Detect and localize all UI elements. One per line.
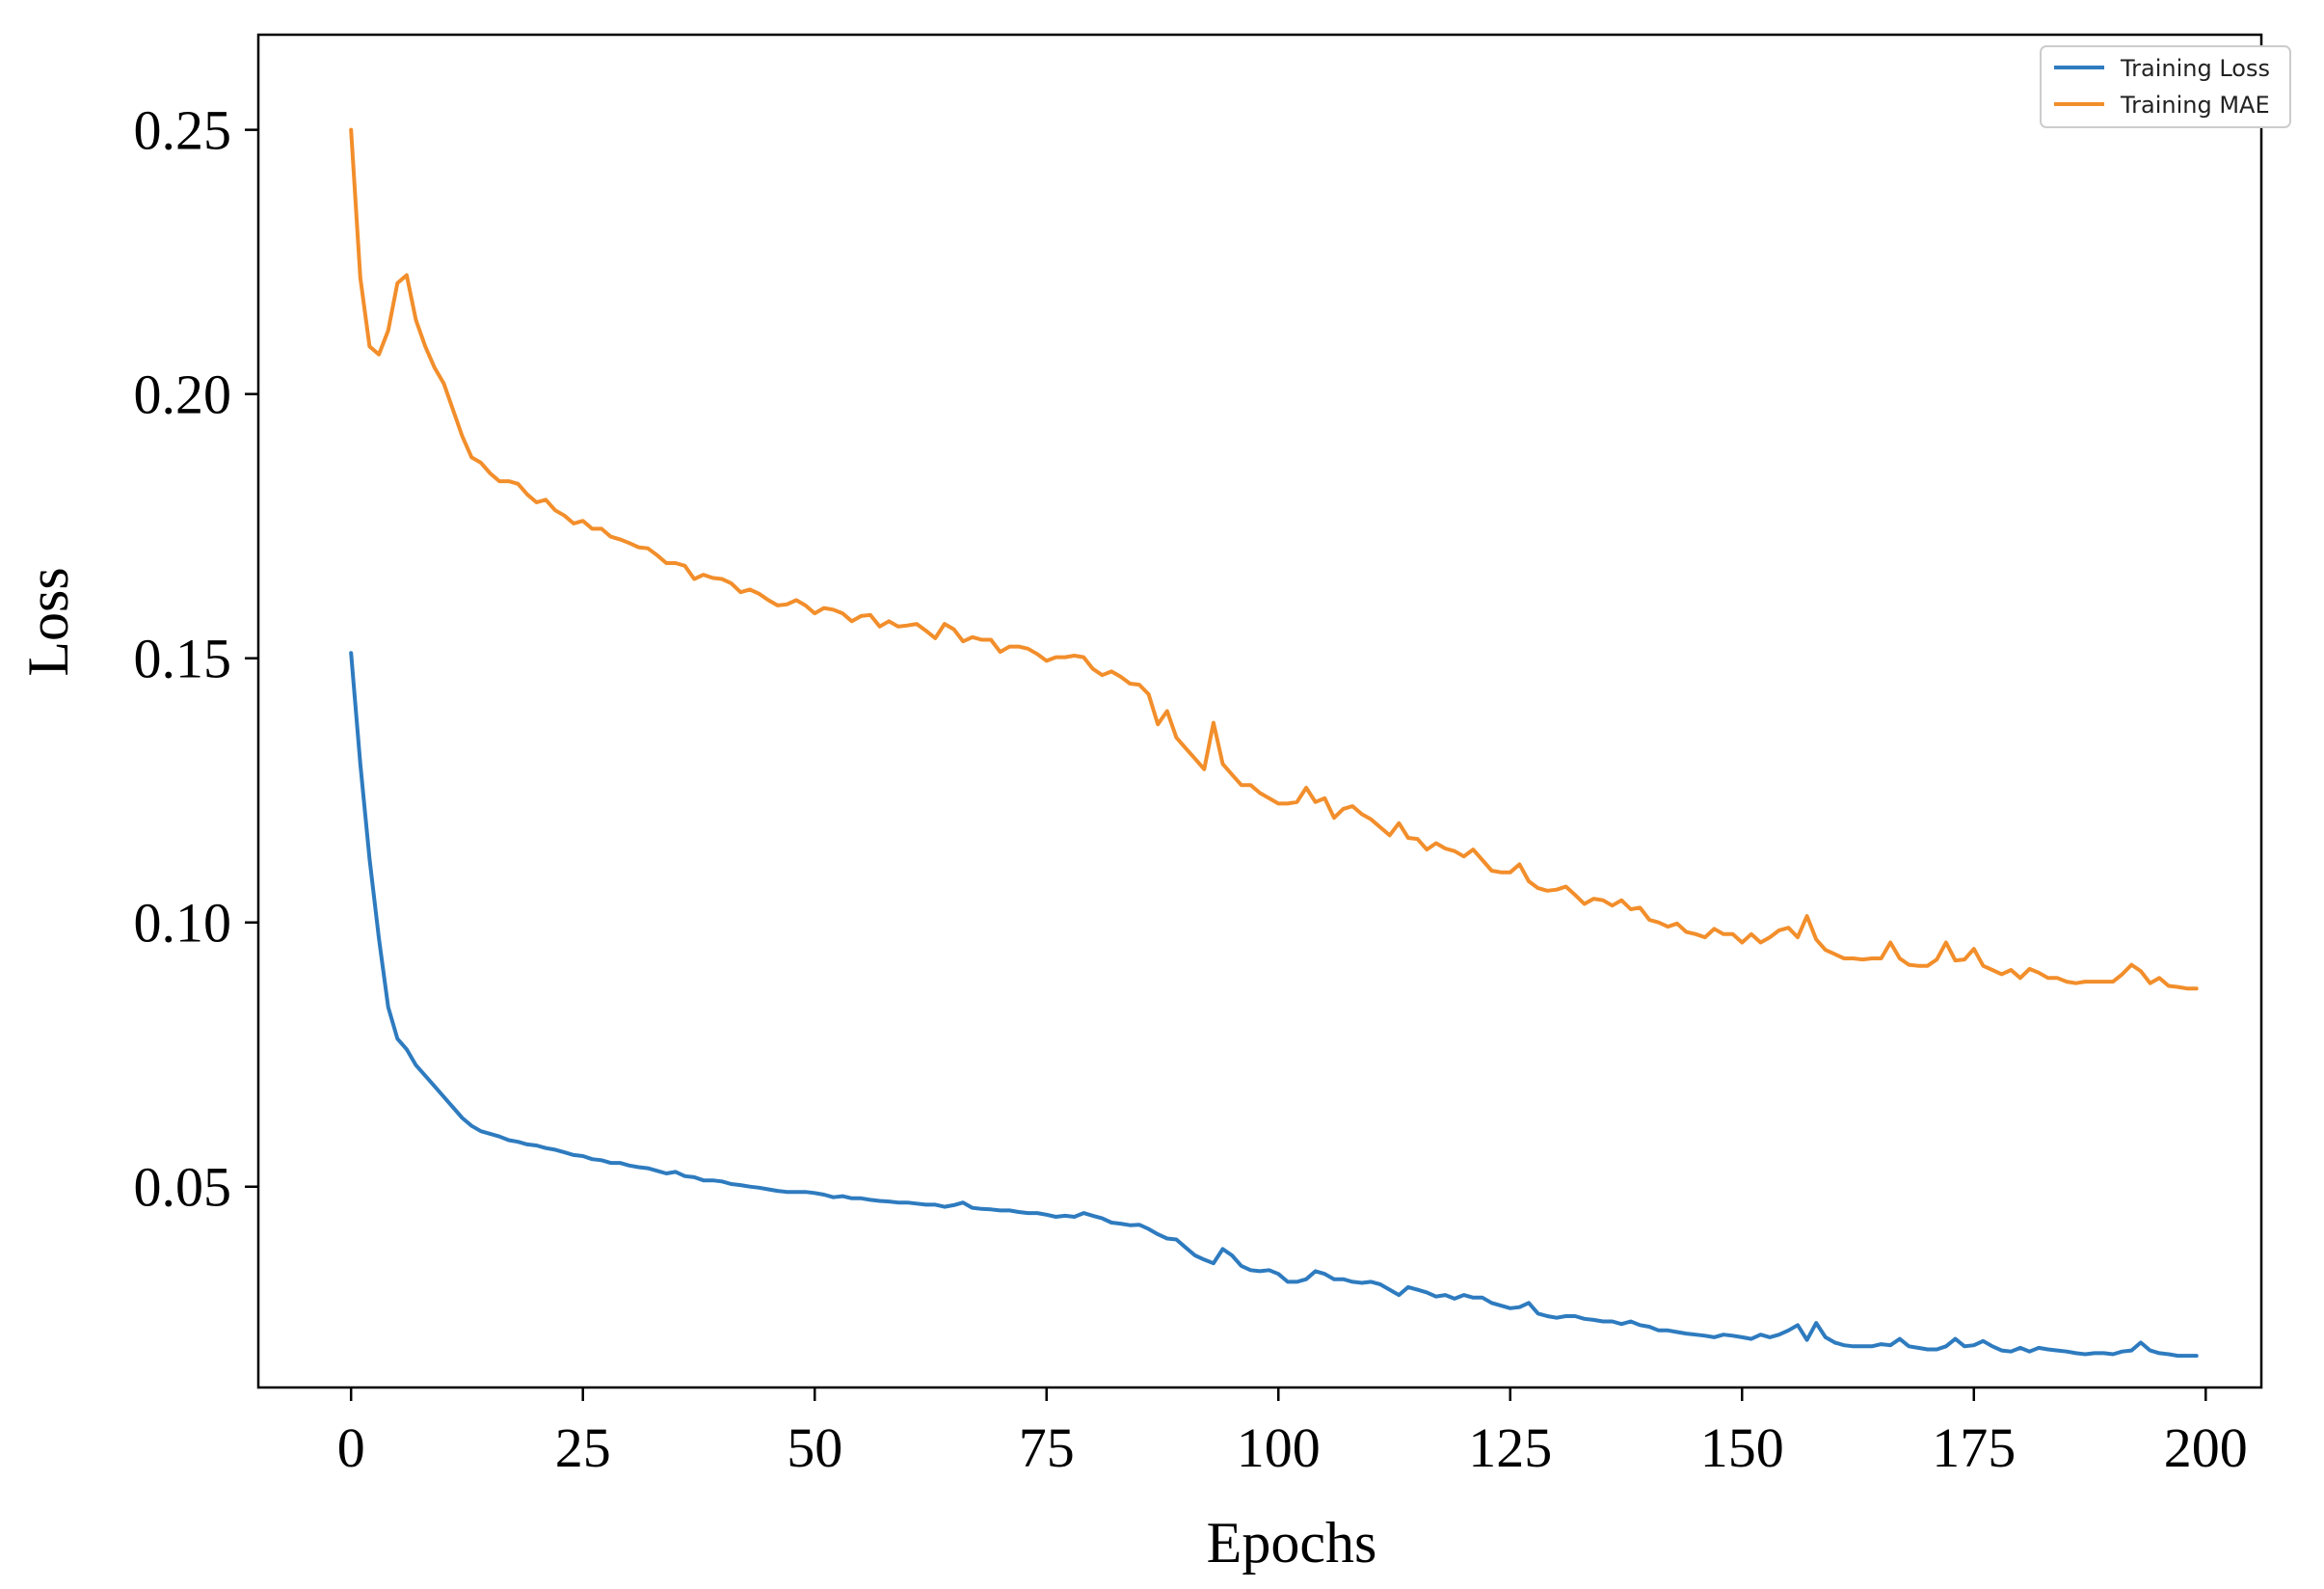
legend-label-training-loss: Training Loss [2120, 55, 2270, 82]
x-tick-label: 25 [555, 1416, 611, 1479]
x-tick-label: 125 [1468, 1416, 1552, 1479]
legend-label-training-mae: Training MAE [2120, 92, 2270, 119]
x-tick-label: 0 [337, 1416, 365, 1479]
y-tick-label: 0.20 [134, 364, 232, 426]
x-tick-label: 100 [1237, 1416, 1321, 1479]
x-tick-label: 200 [2164, 1416, 2248, 1479]
series-line-training-mae [349, 127, 2199, 991]
x-tick-label: 175 [1932, 1416, 2016, 1479]
x-axis-title: Epochs [1207, 1511, 1377, 1575]
y-tick-label: 0.15 [134, 628, 232, 690]
y-axis: 0.05 0.10 0.15 0.20 0.25 [134, 99, 258, 1219]
y-axis-title: Loss [16, 567, 80, 676]
y-tick-label: 0.25 [134, 99, 232, 162]
x-tick-label: 75 [1019, 1416, 1075, 1479]
x-tick-label: 150 [1700, 1416, 1784, 1479]
x-tick-label: 50 [787, 1416, 842, 1479]
series-line-training-loss [349, 651, 2199, 1359]
y-tick-label: 0.05 [134, 1156, 232, 1219]
legend: Training Loss Training MAE [2040, 45, 2291, 128]
plot-frame [256, 33, 2263, 1389]
x-axis: 0 25 50 75 100 125 150 175 200 [337, 1387, 2248, 1479]
y-tick-label: 0.10 [134, 892, 232, 955]
plot-lines [349, 127, 2199, 1359]
